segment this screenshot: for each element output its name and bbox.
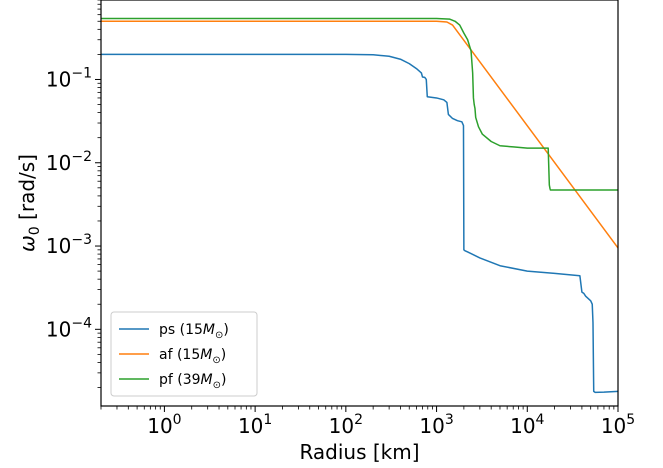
- legend-series-name: af (15: [159, 347, 200, 363]
- x-tick-label: 104: [510, 412, 544, 438]
- y-tick-label: 10−1: [46, 65, 92, 91]
- legend-close-paren: ): [221, 347, 226, 363]
- y-tick-label-base: 10: [46, 151, 71, 175]
- legend-sun-symbol: ⊙: [213, 380, 221, 391]
- y-axis-label-symbol: ω: [15, 235, 39, 252]
- x-tick-label-base: 10: [419, 414, 444, 438]
- x-tick-label-exp: 5: [626, 412, 635, 428]
- y-tick-label-base: 10: [46, 67, 71, 91]
- legend-mass-symbol: M: [203, 322, 215, 338]
- x-axis-label: Radius [km]: [299, 440, 419, 464]
- x-tick-label-base: 10: [510, 414, 535, 438]
- x-tick-label: 101: [238, 412, 272, 438]
- x-tick-label-exp: 3: [445, 412, 454, 428]
- x-tick-label: 103: [419, 412, 453, 438]
- series-line-ps: [101, 53, 619, 394]
- legend-mass-symbol: M: [200, 347, 212, 363]
- series-line-af: [101, 20, 619, 249]
- x-tick-label-exp: 2: [354, 412, 363, 428]
- y-tick-label-exp: −1: [71, 65, 92, 81]
- x-tick-label-base: 10: [238, 414, 263, 438]
- y-tick-label-exp: −3: [71, 232, 92, 248]
- y-axis-label: ω0 [rad/s]: [15, 154, 43, 252]
- y-tick-label-base: 10: [46, 317, 71, 341]
- x-tick-label: 105: [601, 412, 635, 438]
- legend-label-af: af (15M⊙): [159, 347, 226, 366]
- legend-sun-symbol: ⊙: [215, 330, 223, 341]
- legend-series-name: pf (39: [159, 372, 201, 388]
- x-tick-label: 102: [329, 412, 363, 438]
- y-axis-label-subscript: 0: [27, 226, 43, 235]
- y-tick-label-base: 10: [46, 234, 71, 258]
- x-tick-label-exp: 0: [173, 412, 182, 428]
- legend-box: [110, 311, 258, 397]
- y-axis-label-unit: [rad/s]: [15, 154, 39, 226]
- y-tick-label: 10−2: [46, 149, 92, 175]
- legend-label-ps: ps (15M⊙): [159, 322, 229, 341]
- x-tick-label-base: 10: [601, 414, 626, 438]
- plot-frame: [100, 0, 619, 407]
- legend-sun-symbol: ⊙: [212, 355, 220, 366]
- x-tick-label-exp: 1: [263, 412, 272, 428]
- series-group: [101, 17, 619, 394]
- legend-label-pf: pf (39M⊙): [159, 372, 227, 391]
- x-tick-label-exp: 4: [536, 412, 545, 428]
- y-tick-label: 10−4: [46, 315, 92, 341]
- y-tick-label-exp: −2: [71, 149, 92, 165]
- x-tick-label: 100: [147, 412, 181, 438]
- legend: ps (15M⊙)af (15M⊙)pf (39M⊙): [110, 311, 258, 397]
- legend-mass-symbol: M: [201, 372, 213, 388]
- y-tick-label: 10−3: [46, 232, 92, 258]
- legend-close-paren: ): [223, 322, 228, 338]
- x-tick-label-base: 10: [329, 414, 354, 438]
- legend-series-name: ps (15: [159, 322, 203, 338]
- x-tick-label-base: 10: [147, 414, 172, 438]
- legend-close-paren: ): [221, 372, 226, 388]
- series-line-pf: [101, 17, 618, 191]
- y-tick-label-exp: −4: [71, 315, 92, 331]
